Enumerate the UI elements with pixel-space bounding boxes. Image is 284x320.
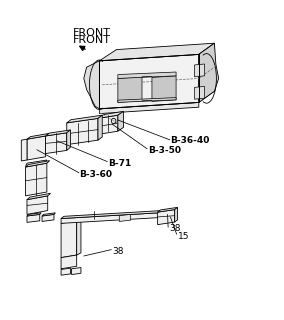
Polygon shape xyxy=(158,207,178,212)
Polygon shape xyxy=(61,213,159,223)
Polygon shape xyxy=(45,130,70,136)
Polygon shape xyxy=(77,219,81,255)
Polygon shape xyxy=(99,102,199,114)
Polygon shape xyxy=(199,43,214,102)
Polygon shape xyxy=(98,115,118,134)
Text: 15: 15 xyxy=(178,232,189,241)
Polygon shape xyxy=(118,77,142,102)
Polygon shape xyxy=(119,214,131,221)
Polygon shape xyxy=(27,136,45,160)
Text: 38: 38 xyxy=(169,224,180,233)
Polygon shape xyxy=(72,268,81,275)
Text: B-3-60: B-3-60 xyxy=(80,170,112,179)
Polygon shape xyxy=(27,196,48,214)
Polygon shape xyxy=(26,161,50,167)
Polygon shape xyxy=(99,43,214,61)
Polygon shape xyxy=(27,213,41,216)
Polygon shape xyxy=(195,86,204,99)
Polygon shape xyxy=(42,214,54,221)
Polygon shape xyxy=(61,268,70,275)
Polygon shape xyxy=(118,98,176,102)
Polygon shape xyxy=(118,72,176,78)
Polygon shape xyxy=(98,111,124,118)
Polygon shape xyxy=(61,221,77,258)
Polygon shape xyxy=(67,118,98,145)
Polygon shape xyxy=(27,193,51,200)
Polygon shape xyxy=(195,64,204,77)
Polygon shape xyxy=(26,163,47,196)
Text: 38: 38 xyxy=(112,247,124,256)
Polygon shape xyxy=(152,76,176,101)
Polygon shape xyxy=(175,207,178,222)
Polygon shape xyxy=(67,130,70,150)
Text: B-71: B-71 xyxy=(108,159,131,168)
Polygon shape xyxy=(45,133,67,154)
Polygon shape xyxy=(61,211,162,219)
Polygon shape xyxy=(84,61,99,109)
Polygon shape xyxy=(118,111,124,131)
Polygon shape xyxy=(158,210,175,225)
Text: B-36-40: B-36-40 xyxy=(170,136,210,145)
Text: FRONT: FRONT xyxy=(72,28,110,38)
Polygon shape xyxy=(99,54,199,109)
Polygon shape xyxy=(21,139,27,161)
Polygon shape xyxy=(67,115,102,123)
Polygon shape xyxy=(26,160,47,166)
Text: FRONT: FRONT xyxy=(72,35,110,45)
Polygon shape xyxy=(27,133,49,139)
Polygon shape xyxy=(42,213,55,216)
Polygon shape xyxy=(61,255,77,269)
Polygon shape xyxy=(199,43,219,102)
Text: B-3-50: B-3-50 xyxy=(148,146,181,155)
Polygon shape xyxy=(27,214,40,222)
Polygon shape xyxy=(98,115,102,140)
